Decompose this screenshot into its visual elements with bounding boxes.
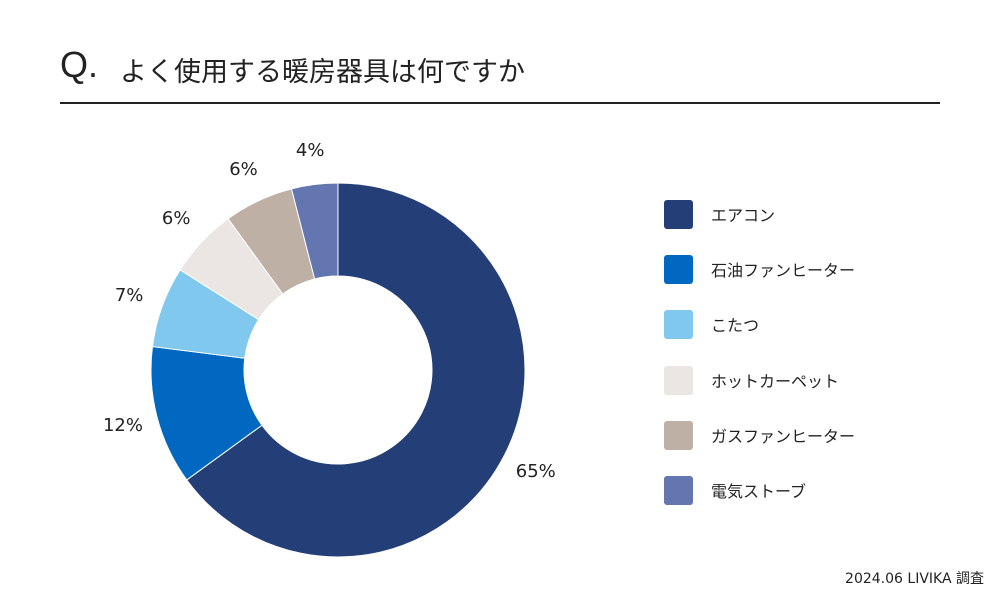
title-divider [60, 102, 940, 104]
legend-item: ホットカーペット [664, 364, 839, 396]
source-note: 2024.06 LIVIKA 調査 [845, 571, 984, 587]
page-title: よく使用する暖房器具は何ですか [120, 57, 525, 88]
donut-slice [290, 182, 339, 280]
question-mark-label: Q. [60, 44, 99, 85]
legend-label: 石油ファンヒーター [711, 261, 856, 280]
legend-item: エアコン [664, 198, 775, 230]
legend-item: ガスファンヒーター [664, 419, 855, 451]
legend-item: 電気ストーブ [664, 474, 806, 506]
legend-swatch [664, 199, 693, 229]
slice-percent-label: 7% [115, 285, 144, 306]
donut-chart: 65% 12% 7% 6% 6% 4% [103, 140, 556, 558]
slice-labels: 65% 12% 7% 6% 6% 4% [103, 140, 556, 482]
slice-percent-label: 12% [103, 415, 143, 436]
legend-swatch [664, 365, 693, 395]
donut-slices [150, 182, 526, 558]
legend-swatch [664, 254, 693, 284]
slice-percent-label: 6% [229, 159, 258, 180]
legend-item: こたつ [664, 308, 759, 340]
legend-swatch [664, 309, 693, 339]
legend-swatch [664, 420, 693, 450]
legend-label: こたつ [711, 316, 760, 335]
legend-swatch [664, 475, 693, 505]
legend-item: 石油ファンヒーター [664, 253, 855, 285]
legend-label: ホットカーペット [711, 372, 840, 391]
slice-percent-label: 65% [516, 461, 556, 482]
legend-label: ガスファンヒーター [711, 427, 856, 446]
donut-slice [186, 182, 526, 558]
legend-label: エアコン [711, 206, 776, 225]
slice-percent-label: 6% [162, 208, 191, 229]
page-header: Q. よく使用する暖房器具は何ですか [60, 38, 940, 102]
legend-label: 電気ストーブ [711, 482, 807, 501]
slice-percent-label: 4% [296, 140, 325, 161]
